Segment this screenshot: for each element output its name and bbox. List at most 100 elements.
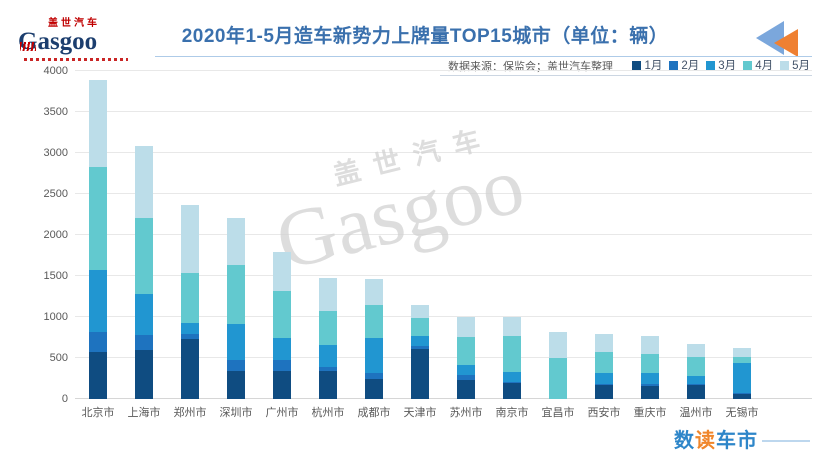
bar-stack: [273, 252, 291, 399]
bar-segment-4月: [687, 356, 705, 377]
bar-segment-1月: [457, 380, 475, 399]
bar-segment-4月: [227, 265, 245, 325]
bar-segment-4月: [457, 336, 475, 365]
bar-segment-1月: [503, 382, 521, 399]
bar-segment-4月: [89, 167, 107, 270]
triangle-orange-icon: [774, 29, 798, 57]
bar-segment-2月: [503, 381, 521, 383]
gridline-0: [75, 398, 812, 399]
bar-北京市: [75, 71, 121, 399]
gridline-2500: [75, 193, 812, 194]
legend-item-3月: 3月: [706, 57, 736, 73]
bar-stack: [549, 332, 567, 399]
legend-swatch: [780, 60, 790, 70]
bar-segment-1月: [181, 339, 199, 399]
legend-label: 3月: [718, 60, 737, 72]
gridline-4000: [75, 70, 812, 71]
bar-segment-2月: [135, 335, 153, 350]
x-axis-label-郑州市: 郑州市: [173, 407, 207, 419]
bar-segment-5月: [181, 205, 199, 274]
bar-segment-5月: [457, 316, 475, 337]
y-axis-label-3500: 3500: [43, 106, 68, 118]
bar-segment-3月: [595, 372, 613, 385]
page-title: 2020年1-5月造车新势力上牌量TOP15城市（单位：辆）: [181, 26, 669, 47]
x-axis: 北京市 上海市 郑州市 深圳市 广州市 杭州市 成都市 天津市 苏州市 南京市 宜昌市 西安市 重庆市温…: [75, 404, 765, 420]
logo-stripes-icon: [20, 42, 36, 51]
bar-stack: [503, 317, 521, 399]
bar-segment-5月: [503, 317, 521, 336]
y-axis-label-1500: 1500: [43, 270, 68, 282]
bar-segment-4月: [135, 217, 153, 295]
bar-segment-5月: [733, 348, 751, 358]
bar-segment-5月: [319, 278, 337, 311]
bar-上海市: [121, 71, 167, 399]
logo-cn-text: 盖世汽车: [48, 18, 100, 29]
bar-苏州市: [443, 71, 489, 399]
legend-label: 2月: [681, 60, 700, 72]
legend-item-2月: 2月: [669, 57, 699, 73]
x-axis-label-南京市: 南京市: [495, 407, 529, 419]
bar-segment-3月: [411, 335, 429, 347]
y-axis-label-500: 500: [49, 352, 68, 364]
bar-segment-5月: [595, 334, 613, 352]
bar-segment-5月: [365, 278, 383, 306]
bar-segment-3月: [365, 338, 383, 374]
legend-divider: [440, 75, 812, 76]
bar-segment-5月: [273, 252, 291, 292]
brand-arrows-icon: [754, 17, 810, 67]
gridline-500: [75, 357, 812, 358]
bar-西安市: [581, 71, 627, 399]
x-axis-label-温州市: 温州市: [679, 407, 713, 419]
header-divider: [155, 56, 812, 57]
footer-brand: 数读车市: [674, 430, 758, 452]
legend-label: 5月: [792, 60, 810, 72]
bar-stack: [135, 145, 153, 399]
bar-segment-1月: [733, 394, 751, 399]
legend-swatch: [632, 60, 642, 70]
bar-segment-3月: [687, 376, 705, 385]
bar-segment-5月: [641, 336, 659, 354]
legend-item-5月: 5月: [780, 57, 810, 73]
bar-温州市: [673, 71, 719, 399]
x-axis-label-宜昌市: 宜昌市: [541, 407, 575, 419]
bar-segment-5月: [687, 343, 705, 357]
bar-segment-4月: [733, 357, 751, 364]
x-axis-label-北京市: 北京市: [81, 407, 115, 419]
bar-segment-1月: [687, 385, 705, 399]
gridline-3000: [75, 152, 812, 153]
x-axis-label-上海市: 上海市: [127, 407, 161, 419]
x-axis-label-成都市: 成都市: [357, 407, 391, 419]
bar-segment-1月: [365, 379, 383, 399]
bar-segment-1月: [135, 349, 153, 399]
y-axis-label-2000: 2000: [43, 229, 68, 241]
bar-segment-1月: [273, 370, 291, 399]
y-axis: 0 500 1000 1500 2000 2500 3000 3500 4000: [0, 65, 68, 405]
bar-stack: [89, 80, 107, 399]
bar-segment-5月: [549, 332, 567, 359]
gasgoo-logo: 盖世汽车 Gasgoo: [18, 14, 148, 62]
bar-stack: [411, 305, 429, 399]
bar-无锡市: [719, 71, 765, 399]
y-axis-label-2500: 2500: [43, 188, 68, 200]
bar-segment-3月: [181, 323, 199, 335]
bar-stack: [641, 336, 659, 399]
bar-segment-4月: [595, 351, 613, 373]
bar-segment-2月: [181, 334, 199, 340]
bar-segment-1月: [227, 370, 245, 399]
bar-segment-4月: [641, 353, 659, 373]
bar-segment-4月: [411, 318, 429, 336]
logo-tagline: [24, 58, 128, 62]
bar-segment-2月: [411, 346, 429, 350]
bar-segment-3月: [89, 269, 107, 332]
bar-stack: [457, 316, 475, 399]
x-axis-label-苏州市: 苏州市: [449, 407, 483, 419]
plot-area: [75, 70, 812, 399]
bar-stack: [227, 217, 245, 399]
bar-广州市: [259, 71, 305, 399]
bar-segment-1月: [319, 370, 337, 399]
bar-stack: [595, 334, 613, 399]
bar-segment-3月: [503, 371, 521, 382]
bar-segment-5月: [89, 80, 107, 168]
bar-segment-3月: [641, 372, 659, 384]
